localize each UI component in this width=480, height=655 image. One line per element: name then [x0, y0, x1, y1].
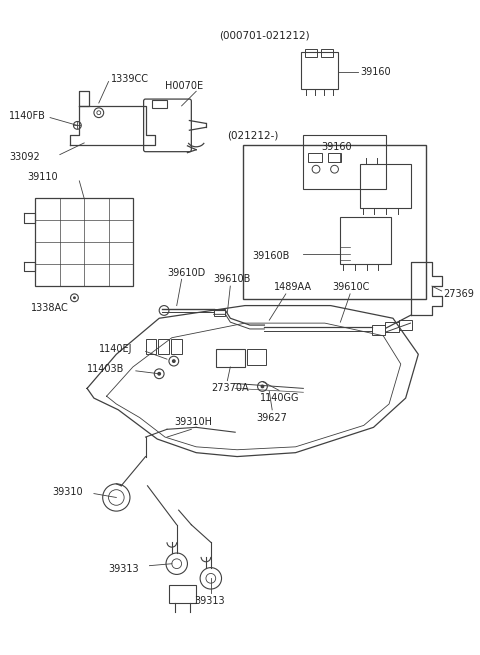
Text: 39160B: 39160B — [252, 251, 290, 261]
Text: 39160: 39160 — [360, 67, 391, 77]
Text: 39610B: 39610B — [214, 274, 251, 284]
Bar — [303, 135, 386, 189]
Text: 39310H: 39310H — [175, 417, 213, 428]
Text: 27370A: 27370A — [211, 383, 249, 394]
Text: 39310: 39310 — [52, 487, 83, 496]
Bar — [385, 322, 399, 332]
Bar — [305, 49, 317, 57]
Bar — [36, 198, 133, 286]
Text: 1140FB: 1140FB — [9, 111, 46, 121]
Circle shape — [157, 372, 161, 376]
Circle shape — [71, 294, 78, 302]
Bar — [247, 349, 266, 365]
Text: 39610C: 39610C — [333, 282, 370, 292]
Text: 1140EJ: 1140EJ — [99, 345, 132, 354]
Bar — [340, 217, 391, 264]
Text: 27369: 27369 — [444, 289, 475, 299]
Bar — [360, 164, 410, 208]
Text: 1338AC: 1338AC — [31, 303, 68, 312]
Bar — [145, 339, 156, 354]
Bar — [243, 145, 426, 299]
Circle shape — [261, 384, 264, 388]
Bar — [399, 320, 412, 330]
Bar — [372, 325, 385, 335]
Bar — [321, 49, 333, 57]
Bar — [214, 309, 226, 316]
Bar — [328, 153, 341, 162]
Text: 33092: 33092 — [9, 151, 40, 162]
Text: 39627: 39627 — [257, 413, 288, 422]
Bar — [158, 339, 169, 354]
Bar — [216, 349, 245, 367]
Text: 39313: 39313 — [194, 596, 225, 606]
Bar — [152, 100, 167, 108]
Bar — [171, 339, 181, 354]
Text: 1140GG: 1140GG — [260, 393, 299, 403]
Text: H0070E: H0070E — [165, 81, 203, 92]
Bar — [301, 52, 338, 89]
Text: 11403B: 11403B — [87, 364, 124, 374]
Text: 39110: 39110 — [28, 172, 58, 182]
Text: 39313: 39313 — [108, 563, 139, 574]
Text: 1489AA: 1489AA — [274, 282, 312, 292]
Text: 39160: 39160 — [321, 141, 351, 152]
Text: (000701-021212): (000701-021212) — [219, 31, 310, 41]
Text: 39610D: 39610D — [167, 269, 205, 278]
Bar — [308, 153, 322, 162]
Circle shape — [172, 359, 176, 363]
Bar — [169, 585, 196, 603]
Text: 1339CC: 1339CC — [110, 73, 148, 84]
Circle shape — [73, 296, 76, 299]
Text: (021212-): (021212-) — [227, 130, 278, 140]
